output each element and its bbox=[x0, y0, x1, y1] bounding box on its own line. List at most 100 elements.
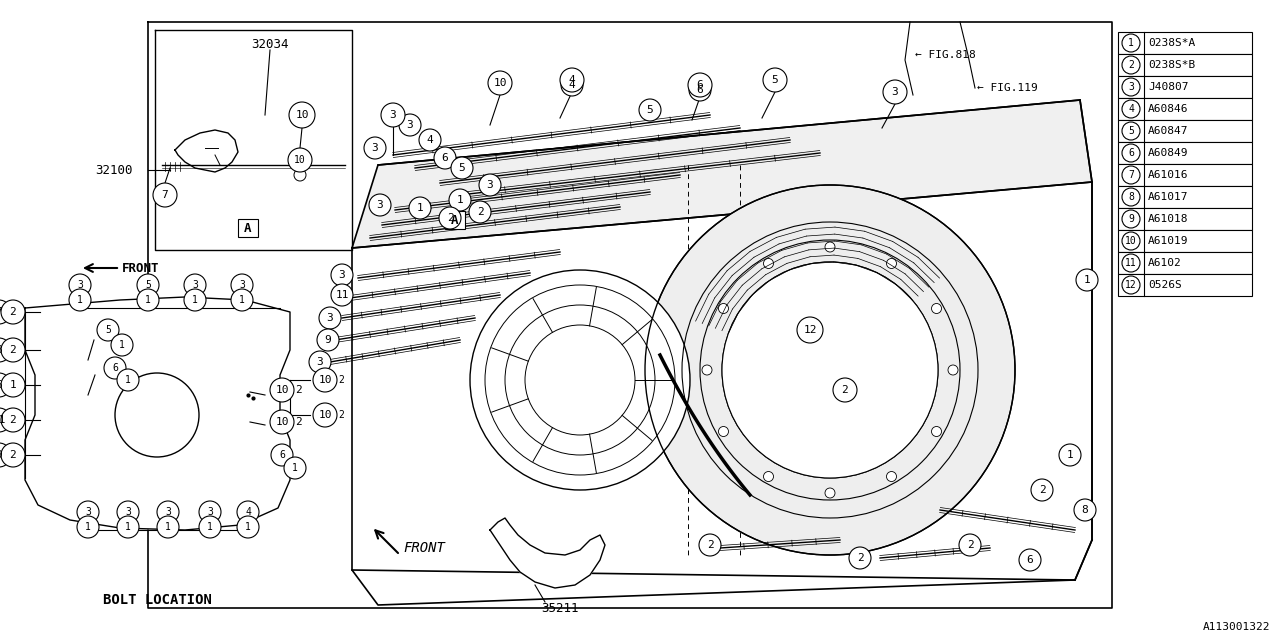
Text: A61017: A61017 bbox=[1148, 192, 1189, 202]
Text: 9: 9 bbox=[0, 450, 3, 460]
Circle shape bbox=[932, 303, 942, 314]
Circle shape bbox=[237, 501, 259, 523]
Circle shape bbox=[314, 368, 337, 392]
Text: 7: 7 bbox=[0, 307, 3, 317]
Circle shape bbox=[317, 329, 339, 351]
Circle shape bbox=[1, 300, 26, 324]
Circle shape bbox=[137, 274, 159, 296]
Circle shape bbox=[381, 103, 404, 127]
Bar bbox=[1117, 274, 1252, 296]
Circle shape bbox=[1030, 479, 1053, 501]
Text: 1: 1 bbox=[145, 295, 151, 305]
Text: 1: 1 bbox=[1084, 275, 1091, 285]
Circle shape bbox=[561, 68, 584, 92]
Circle shape bbox=[883, 80, 908, 104]
Text: 2: 2 bbox=[707, 540, 713, 550]
Circle shape bbox=[826, 488, 835, 498]
Text: BOLT LOCATION: BOLT LOCATION bbox=[102, 593, 211, 607]
Text: 2: 2 bbox=[294, 385, 302, 395]
Text: 2: 2 bbox=[338, 410, 344, 420]
Bar bbox=[1117, 142, 1252, 164]
Text: 10: 10 bbox=[275, 417, 289, 427]
Text: 3: 3 bbox=[125, 507, 131, 517]
Text: 7: 7 bbox=[1128, 170, 1134, 180]
Circle shape bbox=[184, 289, 206, 311]
Circle shape bbox=[1123, 188, 1140, 206]
Text: 3: 3 bbox=[486, 180, 493, 190]
Circle shape bbox=[833, 378, 858, 402]
Text: 2: 2 bbox=[1128, 60, 1134, 70]
Circle shape bbox=[849, 547, 870, 569]
Text: 10: 10 bbox=[493, 78, 507, 88]
Circle shape bbox=[0, 373, 12, 397]
Circle shape bbox=[887, 472, 896, 481]
Polygon shape bbox=[352, 100, 1092, 248]
Circle shape bbox=[1059, 444, 1082, 466]
Circle shape bbox=[0, 300, 12, 324]
Circle shape bbox=[288, 148, 312, 172]
Text: 5: 5 bbox=[458, 163, 466, 173]
Text: 10: 10 bbox=[319, 375, 332, 385]
Circle shape bbox=[639, 99, 660, 121]
Text: 4: 4 bbox=[568, 80, 576, 90]
Text: 3: 3 bbox=[165, 507, 172, 517]
Circle shape bbox=[1074, 499, 1096, 521]
Text: 10: 10 bbox=[319, 410, 332, 420]
Circle shape bbox=[104, 357, 125, 379]
Text: 9: 9 bbox=[325, 335, 332, 345]
Text: 1: 1 bbox=[10, 380, 17, 390]
Text: 11: 11 bbox=[1125, 258, 1137, 268]
Text: 35211: 35211 bbox=[541, 602, 579, 614]
Circle shape bbox=[319, 307, 340, 329]
Circle shape bbox=[308, 351, 332, 373]
Text: 11: 11 bbox=[0, 415, 5, 425]
Text: J40807: J40807 bbox=[1148, 82, 1189, 92]
Circle shape bbox=[959, 534, 980, 556]
Circle shape bbox=[0, 408, 12, 432]
Circle shape bbox=[270, 378, 294, 402]
Text: 1: 1 bbox=[165, 522, 172, 532]
Text: 8: 8 bbox=[0, 345, 3, 355]
Bar bbox=[1117, 208, 1252, 230]
Circle shape bbox=[116, 516, 140, 538]
Text: 10: 10 bbox=[296, 110, 308, 120]
Circle shape bbox=[332, 264, 353, 286]
Circle shape bbox=[932, 426, 942, 436]
Bar bbox=[445, 211, 465, 229]
Polygon shape bbox=[490, 518, 605, 588]
Circle shape bbox=[763, 472, 773, 481]
Polygon shape bbox=[352, 182, 1092, 605]
Circle shape bbox=[1123, 100, 1140, 118]
Polygon shape bbox=[175, 130, 238, 172]
Text: 5: 5 bbox=[772, 75, 778, 85]
Circle shape bbox=[137, 289, 159, 311]
Text: 1: 1 bbox=[1066, 450, 1074, 460]
Circle shape bbox=[1, 373, 26, 397]
Circle shape bbox=[230, 289, 253, 311]
Circle shape bbox=[69, 289, 91, 311]
Text: A6102: A6102 bbox=[1148, 258, 1181, 268]
Text: 4: 4 bbox=[244, 507, 251, 517]
Circle shape bbox=[1123, 232, 1140, 250]
Bar bbox=[238, 219, 259, 237]
Circle shape bbox=[77, 501, 99, 523]
Circle shape bbox=[116, 501, 140, 523]
Circle shape bbox=[1123, 144, 1140, 162]
Circle shape bbox=[399, 114, 421, 136]
Text: 3: 3 bbox=[407, 120, 413, 130]
Text: ← FIG.119: ← FIG.119 bbox=[977, 83, 1038, 93]
Text: 1: 1 bbox=[192, 295, 198, 305]
Circle shape bbox=[1123, 254, 1140, 272]
Text: 2: 2 bbox=[10, 307, 17, 317]
Text: 4: 4 bbox=[426, 135, 434, 145]
Circle shape bbox=[1076, 269, 1098, 291]
Bar bbox=[1117, 32, 1252, 54]
Text: 3: 3 bbox=[77, 280, 83, 290]
Text: 3: 3 bbox=[316, 357, 324, 367]
Text: 6: 6 bbox=[442, 153, 448, 163]
Circle shape bbox=[237, 516, 259, 538]
Circle shape bbox=[0, 338, 12, 362]
Circle shape bbox=[369, 194, 390, 216]
Bar bbox=[1117, 98, 1252, 120]
Circle shape bbox=[157, 516, 179, 538]
